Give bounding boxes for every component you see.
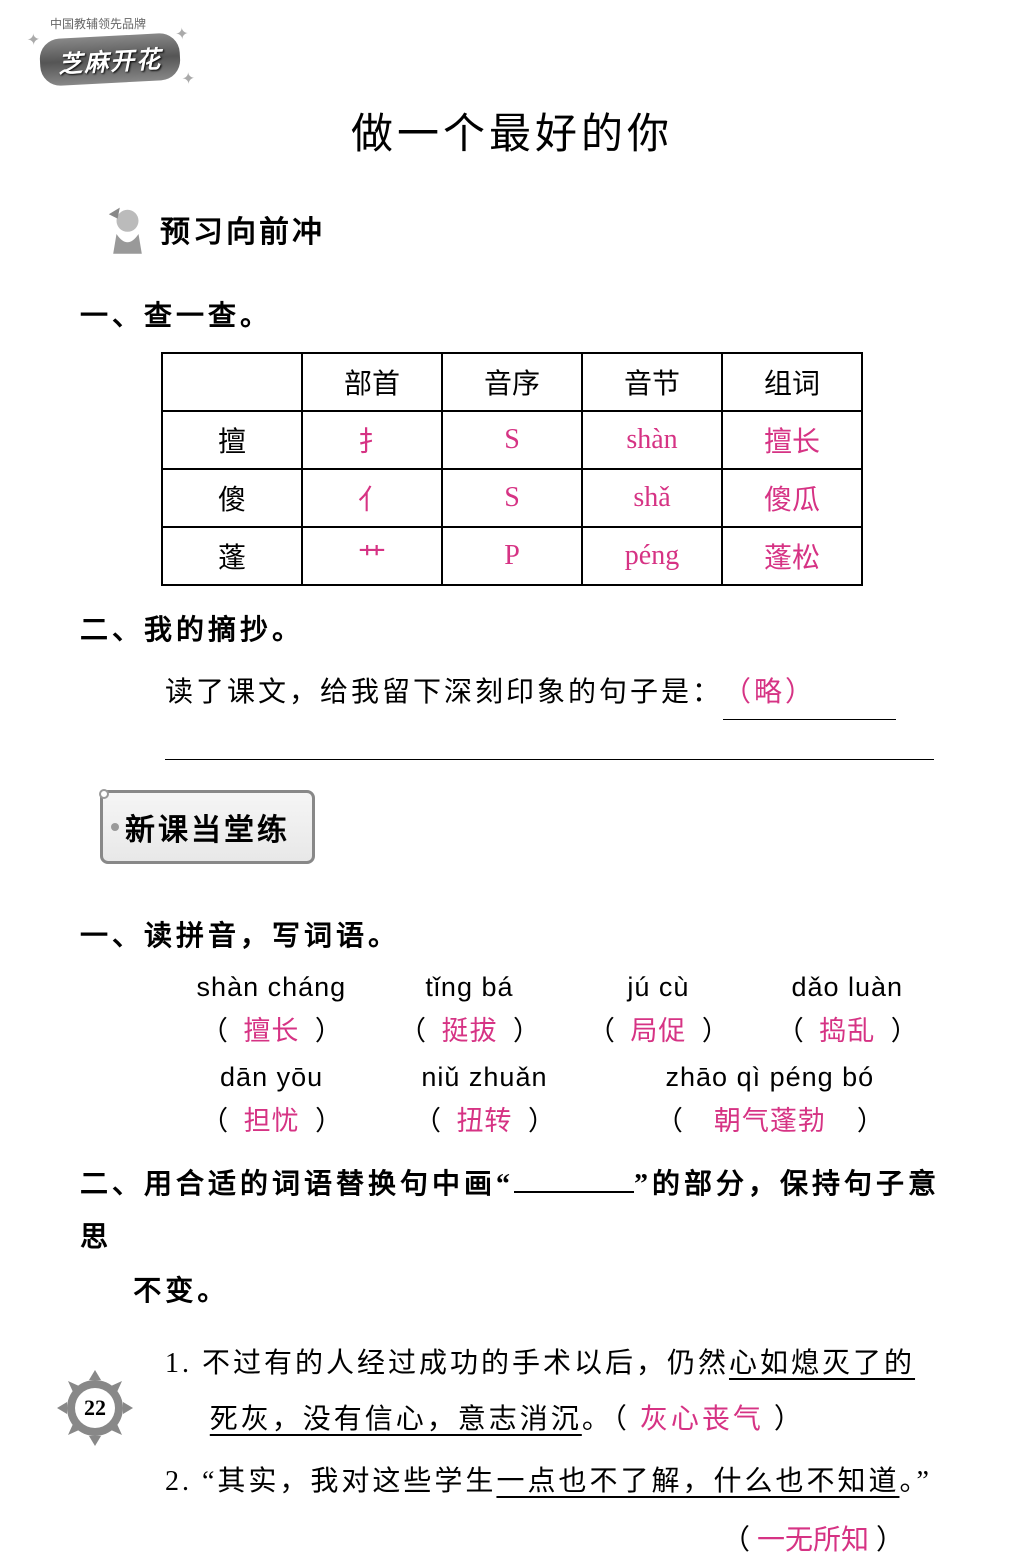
cell-initial: S <box>442 469 582 527</box>
q2-num: 2. <box>165 1466 192 1497</box>
table-header-row: 部首 音序 音节 组词 <box>162 353 862 411</box>
table-row: 傻 亻 S shǎ 傻瓜 <box>162 469 862 527</box>
cell-char: 蓬 <box>162 527 302 585</box>
q2-post: 。 <box>582 1404 613 1435</box>
pinyin: shàn cháng <box>170 972 373 1003</box>
logo-banner: ✦ ✦ ✦ 芝麻开花 <box>39 32 181 86</box>
th-initial: 音序 <box>442 353 582 411</box>
q2-pre: “其实，我对这些学生 <box>192 1466 496 1497</box>
th-radical: 部首 <box>302 353 442 411</box>
pinyin-answer: 捣乱 <box>819 1016 875 1046</box>
cell-radical: 扌 <box>302 411 442 469</box>
logo-brand-text: 芝麻开花 <box>58 47 163 78</box>
brand-logo: 中国教辅领先品牌 ✦ ✦ ✦ 芝麻开花 <box>40 15 200 105</box>
q2-answer: 灰心丧气 <box>640 1404 764 1435</box>
section-label-practice: 新课当堂练 <box>125 805 290 849</box>
table-row: 蓬 艹 P péng 蓬松 <box>162 527 862 585</box>
q2-item: 1. 不过有的人经过成功的手术以后，仍然心如熄灭了的死灰，没有信心，意志消沉。（… <box>165 1336 944 1448</box>
th-syllable: 音节 <box>582 353 722 411</box>
pinyin-answer: 局促 <box>630 1016 686 1046</box>
lookup-table: 部首 音序 音节 组词 擅 扌 S shàn 擅长 傻 亻 S shǎ 傻瓜 蓬… <box>161 352 863 586</box>
pinyin: jú cù <box>566 972 750 1003</box>
pinyin-answer: 担忧 <box>244 1106 300 1136</box>
pinyin-row: shàn cháng （ 擅长 ） tǐng bá （ 挺拔 ） jú cù （… <box>170 972 944 1048</box>
cell-syllable: shàn <box>582 411 722 469</box>
pinyin: zhāo qì péng bó <box>596 1062 944 1093</box>
pinyin-row: dān yōu （ 担忧 ） niǔ zhuǎn （ 扭转 ） zhāo qì … <box>170 1062 944 1138</box>
pinyin: niǔ zhuǎn <box>373 1062 596 1093</box>
pinyin: dān yōu <box>170 1062 373 1093</box>
h2-part-a: 二、用合适的词语替换句中画“ <box>80 1169 514 1200</box>
table-row: 擅 扌 S shàn 擅长 <box>162 411 862 469</box>
q2-answer: 一无所知 <box>757 1525 869 1556</box>
q2-pre: 不过有的人经过成功的手术以后，仍然 <box>192 1348 729 1379</box>
q2-list: 1. 不过有的人经过成功的手术以后，仍然心如熄灭了的死灰，没有信心，意志消沉。（… <box>165 1336 944 1558</box>
cell-syllable: shǎ <box>582 469 722 527</box>
section-label-preview: 预习向前冲 <box>160 207 325 251</box>
page-number-badge: 22 <box>55 1368 135 1448</box>
s2-heading-2: 二、用合适的词语替换句中画“”的部分，保持句子意思 不变。 <box>80 1158 944 1318</box>
preview-icon <box>100 201 155 256</box>
cell-syllable: péng <box>582 527 722 585</box>
cell-word: 傻瓜 <box>722 469 862 527</box>
excerpt-prompt: 读了课文，给我留下深刻印象的句子是：（略） <box>165 666 944 720</box>
q2-answer-right: （ 一无所知 ） <box>165 1518 904 1558</box>
blank-underline <box>514 1168 634 1193</box>
cell-word: 擅长 <box>722 411 862 469</box>
q2-underline: 一点也不了解，什么也不知道 <box>496 1466 899 1497</box>
pinyin: dǎo luàn <box>751 972 945 1003</box>
section-banner-preview: 预习向前冲 <box>100 201 325 256</box>
h2-part-c: 不变。 <box>133 1276 229 1307</box>
s1-heading-2: 二、我的摘抄。 <box>80 608 944 648</box>
pinyin-answer: 朝气蓬勃 <box>714 1106 826 1136</box>
cell-char: 傻 <box>162 469 302 527</box>
pinyin-answer: 挺拔 <box>441 1016 497 1046</box>
excerpt-prefix: 读了课文，给我留下深刻印象的句子是： <box>165 677 723 708</box>
page-number: 22 <box>84 1395 106 1421</box>
pinyin-answer: 扭转 <box>456 1106 512 1136</box>
cell-initial: P <box>442 527 582 585</box>
s2-heading-1: 一、读拼音，写词语。 <box>80 914 944 954</box>
q2-post: 。” <box>899 1466 931 1497</box>
pinyin-answer: 擅长 <box>243 1016 299 1046</box>
blank-line <box>165 720 934 760</box>
cell-radical: 艹 <box>302 527 442 585</box>
cell-initial: S <box>442 411 582 469</box>
th-blank <box>162 353 302 411</box>
page-title: 做一个最好的你 <box>80 100 944 161</box>
cell-word: 蓬松 <box>722 527 862 585</box>
q2-item: 2. “其实，我对这些学生一点也不了解，什么也不知道。” <box>165 1454 944 1510</box>
pinyin: tǐng bá <box>373 972 567 1003</box>
q2-num: 1. <box>165 1348 192 1379</box>
s1-heading-1: 一、查一查。 <box>80 294 944 334</box>
excerpt-answer: （略） <box>723 677 816 708</box>
cell-char: 擅 <box>162 411 302 469</box>
section-banner-practice: 新课当堂练 <box>100 790 315 864</box>
cell-radical: 亻 <box>302 469 442 527</box>
th-word: 组词 <box>722 353 862 411</box>
